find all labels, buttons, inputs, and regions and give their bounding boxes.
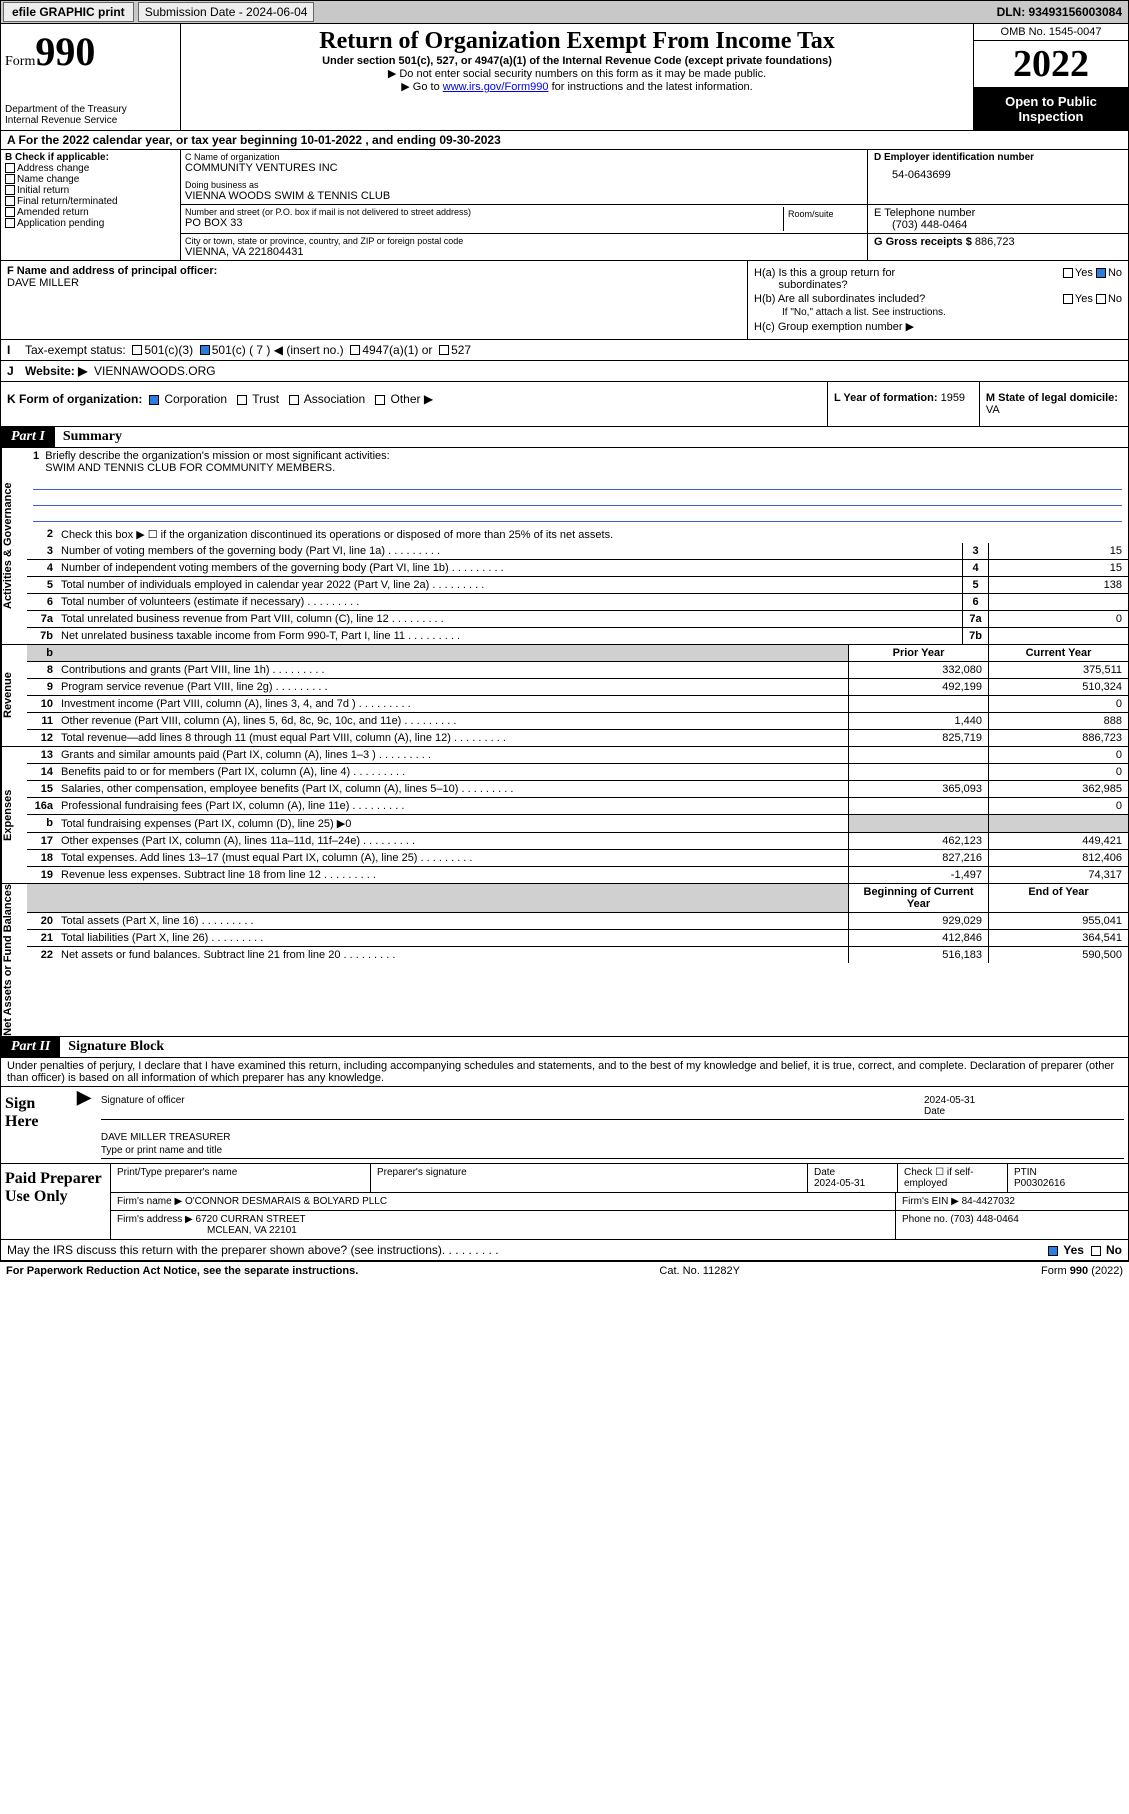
tax-year: 2022 [974, 41, 1128, 88]
form-header: Form990 Department of the Treasury Inter… [1, 24, 1128, 131]
omb-number: OMB No. 1545-0047 [974, 24, 1128, 41]
return-title: Return of Organization Exempt From Incom… [187, 28, 967, 55]
top-toolbar: efile GRAPHIC print Submission Date - 20… [0, 0, 1129, 24]
subtitle: Under section 501(c), 527, or 4947(a)(1)… [187, 55, 967, 67]
vtab-expenses: Expenses [1, 747, 27, 883]
tax-exempt-status: I Tax-exempt status: 501(c)(3) 501(c) ( … [1, 340, 1128, 361]
sum-line: 19Revenue less expenses. Subtract line 1… [27, 867, 1128, 883]
efile-print-button[interactable]: efile GRAPHIC print [3, 2, 134, 22]
telephone: E Telephone number (703) 448-0464 [868, 205, 1128, 233]
sum-line: 17Other expenses (Part IX, column (A), l… [27, 833, 1128, 850]
discuss-row: May the IRS discuss this return with the… [1, 1240, 1128, 1261]
mission-block: 1 Briefly describe the organization's mi… [27, 448, 1128, 526]
dept-label: Department of the Treasury Internal Reve… [5, 104, 176, 126]
org-name-cell: C Name of organization COMMUNITY VENTURE… [181, 150, 868, 205]
perjury-text: Under penalties of perjury, I declare th… [1, 1058, 1128, 1087]
klm-row: K Form of organization: Corporation Trus… [1, 382, 1128, 427]
sum-line: 16aProfessional fundraising fees (Part I… [27, 798, 1128, 815]
link-note: ▶ Go to www.irs.gov/Form990 for instruct… [187, 80, 967, 93]
principal-officer: F Name and address of principal officer:… [1, 261, 748, 339]
sum-line: 18Total expenses. Add lines 13–17 (must … [27, 850, 1128, 867]
sum-line: 13Grants and similar amounts paid (Part … [27, 747, 1128, 764]
part2-bar: Part II Signature Block [1, 1037, 1128, 1058]
part1-bar: Part I Summary [1, 427, 1128, 448]
gov-line: 7bNet unrelated business taxable income … [27, 628, 1128, 644]
sum-line: 11Other revenue (Part VIII, column (A), … [27, 713, 1128, 730]
sum-line: 10Investment income (Part VIII, column (… [27, 696, 1128, 713]
gov-line: 4Number of independent voting members of… [27, 560, 1128, 577]
footer-row: For Paperwork Reduction Act Notice, see … [0, 1262, 1129, 1280]
gross-receipts: G Gross receipts $ 886,723 [868, 234, 1128, 250]
vtab-revenue: Revenue [1, 645, 27, 746]
sum-line: 21Total liabilities (Part X, line 26) 41… [27, 930, 1128, 947]
section-b: B Check if applicable: Address change Na… [1, 150, 181, 260]
sum-line: 14Benefits paid to or for members (Part … [27, 764, 1128, 781]
vtab-governance: Activities & Governance [1, 448, 27, 644]
paid-preparer-block: Paid Preparer Use Only Print/Type prepar… [1, 1164, 1128, 1240]
submission-date: Submission Date - 2024-06-04 [138, 2, 315, 22]
vtab-netassets: Net Assets or Fund Balances [1, 884, 27, 1036]
form-number: Form990 [5, 28, 176, 75]
sum-line: 9Program service revenue (Part VIII, lin… [27, 679, 1128, 696]
sum-line: bTotal fundraising expenses (Part IX, co… [27, 815, 1128, 833]
gov-line: 3Number of voting members of the governi… [27, 543, 1128, 560]
section-h: H(a) Is this a group return for subordin… [748, 261, 1128, 339]
ein-cell: D Employer identification number 54-0643… [868, 150, 1128, 205]
open-public-badge: Open to Public Inspection [974, 88, 1128, 130]
sum-line: 20Total assets (Part X, line 16) 929,029… [27, 913, 1128, 930]
dln-label: DLN: 93493156003084 [991, 5, 1128, 19]
sum-line: 12Total revenue—add lines 8 through 11 (… [27, 730, 1128, 746]
room-suite: Room/suite [783, 207, 863, 231]
spacer [318, 10, 988, 14]
ssn-note: ▶ Do not enter social security numbers o… [187, 67, 967, 80]
gov-line: 7aTotal unrelated business revenue from … [27, 611, 1128, 628]
gov-line: 6Total number of volunteers (estimate if… [27, 594, 1128, 611]
identity-block: B Check if applicable: Address change Na… [1, 150, 1128, 261]
sum-line: 8Contributions and grants (Part VIII, li… [27, 662, 1128, 679]
irs-link[interactable]: www.irs.gov/Form990 [443, 81, 549, 93]
period-row: A For the 2022 calendar year, or tax yea… [1, 131, 1128, 150]
gov-line: 5Total number of individuals employed in… [27, 577, 1128, 594]
website-row: J Website: ▶ VIENNAWOODS.ORG [1, 361, 1128, 382]
sum-line: 15Salaries, other compensation, employee… [27, 781, 1128, 798]
sign-here-block: Sign Here ▶ Signature of officer2024-05-… [1, 1087, 1128, 1164]
sum-line: 22Net assets or fund balances. Subtract … [27, 947, 1128, 963]
